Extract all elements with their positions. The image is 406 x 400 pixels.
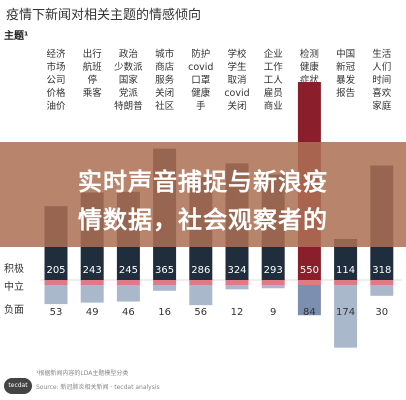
category-label: 企业 (264, 48, 283, 60)
negative-value-label: 53 (50, 307, 63, 318)
category-label: 报告 (336, 87, 355, 99)
category-label: 社区 (155, 100, 175, 112)
category-label: 价格 (46, 87, 66, 99)
row-label-2: 负面 (4, 303, 24, 316)
negative-value-label: 16 (158, 307, 171, 318)
positive-value-label: 318 (372, 265, 391, 276)
category-label: 公司 (46, 75, 65, 86)
category-label: 家庭 (372, 100, 392, 112)
category-label: 油价 (46, 100, 66, 112)
category-label: 商业 (264, 100, 283, 112)
category-label: 生活 (372, 48, 392, 60)
category-label: 新冠 (336, 61, 356, 73)
negative-value-label: 30 (375, 307, 388, 318)
category-label: 时间 (372, 74, 391, 86)
category-label: 城市 (155, 48, 175, 60)
category-label: 暴发 (336, 74, 356, 86)
topic-axis-label: 主题¹ (4, 31, 29, 42)
positive-value-label: 205 (46, 265, 65, 276)
negative-bar (225, 285, 249, 290)
category-label: 取消 (227, 74, 246, 86)
positive-value-label: 245 (119, 265, 138, 276)
negative-bar (297, 285, 321, 316)
neutral-bar (153, 280, 177, 285)
positive-value-label: 114 (336, 265, 355, 276)
category-label: 学校 (227, 48, 247, 60)
category-label: 关闭 (155, 87, 174, 99)
category-label: 市场 (46, 61, 65, 73)
neutral-bar (297, 280, 321, 285)
banner-headline-line1: 实时声音捕捉与新浪疫 (78, 168, 328, 196)
negative-value-label: 56 (194, 307, 207, 318)
category-label: 出行 (83, 48, 103, 60)
category-label: 关闭 (227, 100, 246, 112)
category-label: 雇员 (264, 87, 283, 99)
neutral-bar (116, 280, 140, 285)
category-label: covid (188, 62, 213, 73)
neutral-value-label: 3 (271, 285, 276, 294)
neutral-bar (189, 280, 213, 285)
category-label: 国家 (119, 74, 139, 86)
category-label: 服务 (155, 74, 175, 86)
category-label: 口罩 (191, 75, 210, 86)
negative-bar (189, 285, 213, 306)
category-label: 健康 (191, 87, 211, 99)
category-label: 少数派 (114, 61, 143, 73)
neutral-bar (334, 280, 358, 285)
negative-value-label: 46 (122, 307, 135, 318)
chart-title: 疫情下新闻对相关主题的情感倾向 (6, 8, 202, 23)
category-label: covid (224, 88, 249, 99)
positive-value-label: 286 (191, 265, 210, 276)
category-label: 学生 (227, 61, 247, 73)
neutral-bar (370, 280, 394, 285)
category-label: 航班 (83, 61, 103, 73)
row-label-0: 积极 (4, 262, 24, 275)
negative-bar (116, 285, 140, 302)
negative-bar (80, 285, 104, 303)
negative-value-label: 174 (336, 307, 355, 318)
category-label: 防护 (191, 48, 210, 60)
category-label: 特朗普 (114, 100, 143, 112)
category-label: 党派 (119, 87, 139, 99)
footnote: ¹根据新闻内容的LDA主题模型分类 (36, 370, 129, 377)
positive-value-label: 293 (264, 265, 283, 276)
category-label: 商店 (155, 61, 174, 73)
positive-value-label: 243 (83, 265, 102, 276)
negative-bar (44, 285, 68, 305)
source-line: Source: 新冠肺炎相关新闻 · tecdat analysis (36, 384, 160, 391)
category-label: 乘客 (83, 87, 103, 99)
positive-bar (334, 238, 358, 280)
brand-logo: tecdat (4, 378, 32, 394)
negative-bar (153, 285, 177, 291)
category-label: 中国 (336, 48, 355, 60)
banner-headline-line2: 情数据，社会观察者的 (78, 206, 328, 234)
neutral-bar (44, 280, 68, 285)
negative-bar (334, 285, 358, 348)
positive-value-label: 550 (300, 265, 319, 276)
row-label-1: 中立 (4, 280, 24, 293)
category-label: 检测 (300, 48, 319, 60)
category-label: 工作 (264, 61, 284, 73)
positive-value-label: 324 (227, 265, 246, 276)
category-label: 经济 (46, 48, 66, 60)
negative-value-label: 49 (86, 307, 99, 318)
category-label: 政治 (119, 48, 138, 60)
negative-bar (370, 285, 394, 296)
negative-value-label: 12 (231, 307, 244, 318)
neutral-bar (80, 280, 104, 285)
category-label: 手 (196, 100, 206, 112)
category-label: 喜欢 (372, 87, 392, 99)
category-label: 人们 (372, 61, 391, 73)
category-label: 工人 (264, 75, 284, 86)
positive-value-label: 365 (155, 265, 174, 276)
neutral-bar (225, 280, 249, 285)
negative-value-label: 84 (303, 307, 316, 318)
neutral-bar (261, 280, 285, 285)
negative-value-label: 9 (270, 307, 276, 318)
category-label: 停 (87, 74, 97, 86)
negative-bar (261, 285, 285, 289)
neutral-value-label: 2 (234, 285, 239, 294)
category-label: 健康 (300, 61, 320, 73)
overlay-banner (0, 142, 406, 247)
